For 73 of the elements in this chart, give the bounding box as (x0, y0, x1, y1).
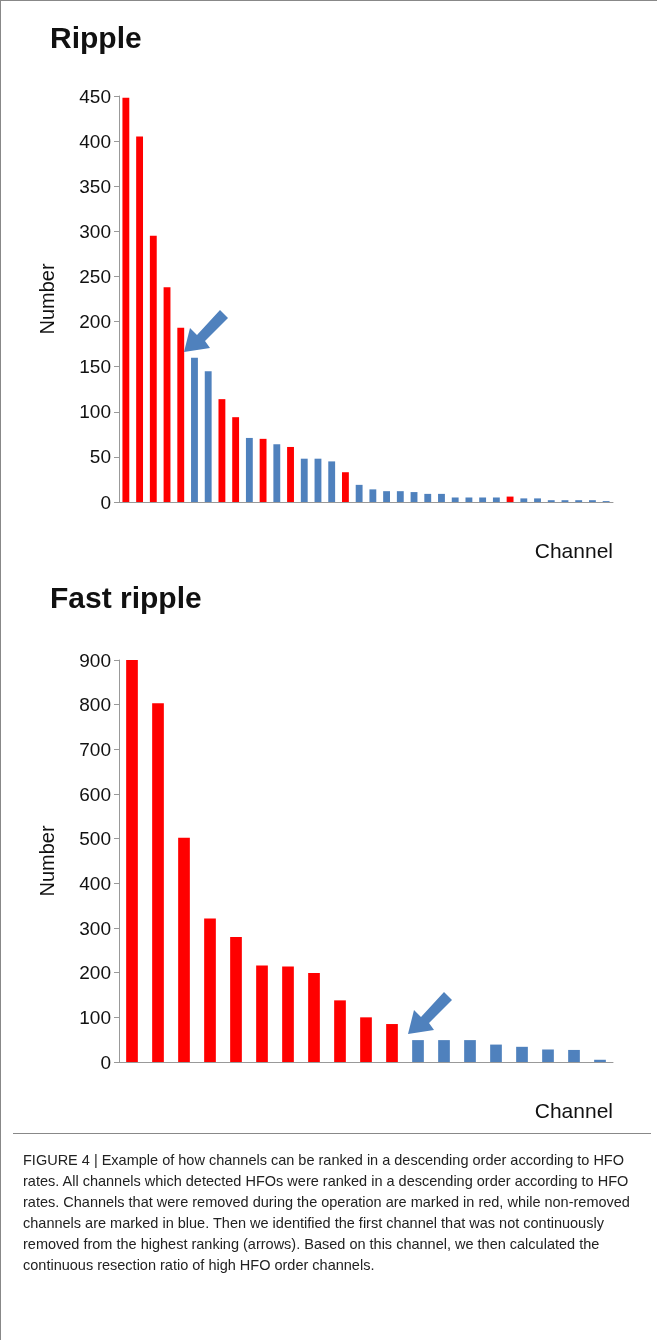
bar (328, 461, 336, 502)
bar (177, 327, 185, 502)
bar (520, 498, 528, 502)
y-tick-label: 700 (79, 738, 111, 760)
y-tick-label: 300 (79, 220, 111, 242)
y-tick-label: 400 (79, 872, 111, 894)
y-tick-label: 50 (89, 446, 111, 468)
bar (334, 1000, 346, 1062)
bar (534, 498, 541, 502)
y-tick-label: 800 (79, 694, 111, 716)
bar (287, 446, 294, 502)
y-tick-label: 500 (79, 828, 111, 850)
bar (594, 1059, 606, 1062)
y-axis-title: Number (36, 263, 58, 335)
bar (204, 371, 212, 502)
y-tick-label: 200 (79, 311, 111, 333)
bar (506, 496, 514, 502)
bar (383, 491, 391, 502)
bar (438, 1040, 450, 1062)
bar (424, 493, 432, 502)
bar (438, 493, 445, 502)
bar (396, 491, 404, 502)
bar (126, 660, 138, 1062)
chart-title: Ripple (50, 20, 142, 54)
bar (152, 703, 164, 1062)
bar (259, 438, 267, 502)
bar (492, 497, 500, 502)
chart-title: Fast ripple (50, 580, 202, 614)
bar (149, 235, 157, 502)
bar (273, 444, 281, 502)
bar (386, 1024, 398, 1062)
bar (341, 472, 349, 502)
bar (232, 417, 240, 502)
bar (218, 399, 226, 502)
y-tick-label: 900 (79, 649, 111, 671)
bar (204, 918, 216, 1062)
y-tick-label: 350 (79, 175, 111, 197)
y-tick-label: 150 (79, 356, 111, 378)
bar (542, 1049, 554, 1062)
bar (245, 437, 253, 502)
bar (568, 1049, 580, 1062)
x-axis-title: Channel (534, 539, 613, 562)
bar (516, 1046, 528, 1062)
y-tick-label: 100 (79, 401, 111, 423)
y-tick-label: 450 (79, 85, 111, 107)
bar (136, 136, 144, 502)
bar (369, 489, 377, 502)
y-tick-label: 400 (79, 130, 111, 152)
bar (465, 497, 473, 502)
y-tick-label: 300 (79, 917, 111, 939)
bar (282, 966, 294, 1062)
bar (479, 497, 487, 502)
bar (308, 973, 320, 1062)
bar (178, 837, 190, 1062)
bar (360, 1017, 372, 1062)
bar (300, 458, 308, 502)
x-axis-title: Channel (534, 1099, 613, 1122)
y-tick-label: 200 (79, 962, 111, 984)
y-tick-label: 0 (100, 491, 111, 513)
bar (355, 484, 363, 502)
y-tick-label: 100 (79, 1006, 111, 1028)
bar (451, 497, 459, 502)
bar (230, 936, 242, 1062)
bar (191, 357, 198, 502)
bar (490, 1044, 502, 1062)
bar (464, 1040, 476, 1062)
caption: FIGURE 4 | Example of how channels can be ranked in a descending order according to HFO rates. All channels which detected HFOs were ranked in a descending order according to HFO rates. Channels that were removed during the operation are marked in red, while non-removed channels are marked in blue. Then we identified the first channel that was not continuously removed from the highest ranking (arrows). Based on this channel, we then calculated the continuous resection ratio of high HFO order channels. (13, 1133, 651, 1276)
y-tick-label: 600 (79, 783, 111, 805)
y-tick-label: 250 (79, 265, 111, 287)
bar (412, 1040, 424, 1062)
bar (256, 965, 268, 1062)
y-tick-label: 0 (100, 1051, 111, 1073)
y-axis-title: Number (36, 825, 58, 897)
